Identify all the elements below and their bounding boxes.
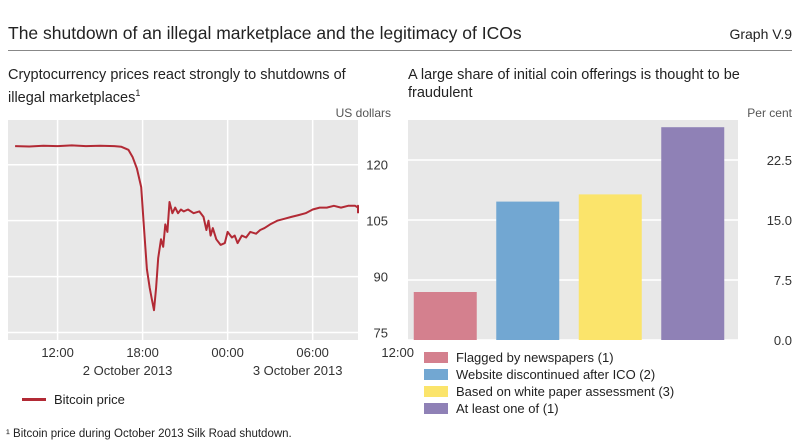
bar-legend-swatch-2 [424,369,448,380]
footnote: ¹ Bitcoin price during October 2013 Silk… [6,428,292,440]
line-x-tick-3: 06:00 [296,345,329,360]
left-panel-title-line1: Cryptocurrency prices react strongly to … [8,67,346,83]
bar-1 [413,292,477,340]
bar-legend-item-3: Based on white paper assessment (3) [424,384,674,399]
date-label-1: 2 October 2013 [83,363,173,378]
left-panel-title-text: illegal marketplaces [8,89,136,106]
left-y-unit: US dollars [335,106,391,120]
footnote-marker: 1 [135,88,141,98]
line-legend-label: Bitcoin price [54,392,125,407]
right-panel-title: A large share of initial coin offerings … [408,66,740,102]
line-y-tick-90: 90 [374,270,388,285]
bar-legend-item-1: Flagged by newspapers (1) [424,350,614,365]
chart-title: The shutdown of an illegal marketplace a… [8,23,522,43]
line-x-tick-2: 00:00 [211,345,244,360]
line-x-tick-1: 18:00 [126,345,159,360]
title-rule [8,50,792,51]
bar-legend-swatch-4 [424,403,448,414]
bitcoin-price-line [15,144,359,312]
left-panel-title-line2: illegal marketplaces1 [8,84,346,107]
bar-y-tick-0.0: 0.0 [774,333,792,348]
date-label-2: 3 October 2013 [253,363,343,378]
bar-y-tick-7.5: 7.5 [774,273,792,288]
right-panel-title-line1: A large share of initial coin offerings … [408,67,740,83]
right-panel-title-line2: fraudulent [408,85,473,101]
bar-legend-label-3: Based on white paper assessment (3) [456,384,675,399]
bar-4 [661,127,725,340]
bar-y-tick-22.5: 22.5 [767,153,792,168]
bar-legend-label-2: Website discontinued after ICO (2) [456,367,656,382]
bar-legend-label-1: Flagged by newspapers (1) [456,350,614,365]
graph-number: Graph V.9 [729,26,792,42]
bar-legend-item-4: At least one of (1) [424,401,559,416]
left-panel-title: Cryptocurrency prices react strongly to … [8,66,346,107]
bar-legend-swatch-3 [424,386,448,397]
bar-legend-label-4: At least one of (1) [456,401,559,416]
line-plot-area [8,120,358,340]
line-legend: Bitcoin price [22,392,125,407]
bar-3 [578,194,642,340]
line-y-tick-120: 120 [366,158,388,173]
bar-y-tick-15.0: 15.0 [767,213,792,228]
line-y-tick-75: 75 [374,326,388,341]
line-y-tick-105: 105 [366,214,388,229]
line-x-tick-0: 12:00 [41,345,74,360]
bar-2 [496,201,560,340]
line-legend-swatch [22,398,46,401]
right-y-unit: Per cent [747,106,792,120]
bar-legend-swatch-1 [424,352,448,363]
line-x-tick-4: 12:00 [381,345,414,360]
bar-legend-item-2: Website discontinued after ICO (2) [424,367,655,382]
